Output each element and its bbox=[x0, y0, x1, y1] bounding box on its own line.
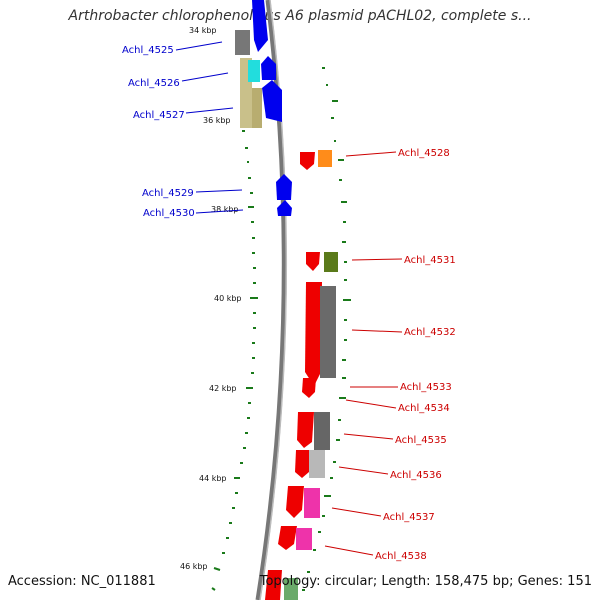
feature-green-next bbox=[284, 578, 298, 600]
reverse-cds-4535 bbox=[297, 412, 314, 448]
feature-pink-4538 bbox=[296, 528, 312, 550]
feature-orange-4528 bbox=[318, 150, 332, 167]
gene-label-achl-4537: Achl_4537 bbox=[383, 512, 435, 523]
forward-cds-4527 bbox=[262, 80, 282, 122]
feature-gray-4535 bbox=[314, 412, 330, 450]
feature-tan-4527 bbox=[252, 88, 262, 128]
gene-label-achl-4527: Achl_4527 bbox=[133, 110, 185, 121]
gene-label-achl-4528: Achl_4528 bbox=[398, 148, 450, 159]
topology-summary: Topology: circular; Length: 158,475 bp; … bbox=[259, 574, 592, 589]
tick-label-38kbp: 38 kbp bbox=[211, 205, 239, 214]
tick-label-42kbp: 42 kbp bbox=[209, 384, 237, 393]
tick-label-46kbp: 46 kbp bbox=[180, 562, 208, 571]
reverse-cds-4536 bbox=[295, 450, 311, 478]
forward-cds-4526 bbox=[261, 56, 276, 80]
right-label-lines bbox=[324, 151, 403, 556]
tick-label-44kbp: 44 kbp bbox=[199, 474, 227, 483]
reverse-cds-next bbox=[265, 570, 282, 600]
reverse-cds-4538 bbox=[278, 526, 297, 550]
feature-gray-4525 bbox=[235, 30, 250, 55]
feature-olive-4531 bbox=[324, 252, 338, 272]
left-label-lines bbox=[175, 41, 244, 214]
gene-label-achl-4532: Achl_4532 bbox=[404, 327, 456, 338]
forward-cds-features bbox=[235, 0, 292, 216]
accession-label: Accession: NC_011881 bbox=[8, 574, 156, 589]
tick-label-36kbp: 36 kbp bbox=[203, 116, 231, 125]
map-title: Arthrobacter chlorophenolicus A6 plasmid… bbox=[68, 8, 532, 24]
gene-label-achl-4529: Achl_4529 bbox=[142, 188, 194, 199]
reverse-cds-features bbox=[265, 150, 338, 600]
gene-label-achl-4533: Achl_4533 bbox=[400, 382, 452, 393]
reverse-cds-4528 bbox=[300, 152, 315, 170]
gene-label-achl-4531: Achl_4531 bbox=[404, 255, 456, 266]
forward-cds-4525 bbox=[252, 0, 268, 52]
reverse-cds-4531 bbox=[306, 252, 320, 271]
gene-label-achl-4536: Achl_4536 bbox=[390, 470, 442, 481]
forward-cds-4530 bbox=[277, 200, 292, 216]
tick-label-40kbp: 40 kbp bbox=[214, 294, 242, 303]
backbone-arc-highlight bbox=[259, 0, 288, 600]
reverse-cds-4533 bbox=[302, 378, 316, 398]
gc-skew-track-inner bbox=[211, 115, 258, 591]
reverse-cds-4532 bbox=[305, 282, 322, 386]
gene-label-achl-4534: Achl_4534 bbox=[398, 403, 450, 414]
backbone-arc bbox=[255, 0, 287, 600]
feature-pink-4537 bbox=[304, 488, 320, 518]
feature-cyan-4526 bbox=[248, 60, 260, 82]
forward-cds-4529 bbox=[276, 174, 292, 200]
gc-skew-track-outer bbox=[302, 67, 351, 591]
gene-label-achl-4530: Achl_4530 bbox=[143, 208, 195, 219]
gene-label-achl-4526: Achl_4526 bbox=[128, 78, 180, 89]
reverse-cds-4537 bbox=[286, 486, 304, 518]
gene-label-achl-4538: Achl_4538 bbox=[375, 551, 427, 562]
feature-lightgray-4536 bbox=[309, 450, 325, 478]
feature-gray-4532 bbox=[320, 286, 336, 378]
tick-label-34kbp: 34 kbp bbox=[189, 26, 217, 35]
gene-label-achl-4535: Achl_4535 bbox=[395, 435, 447, 446]
gene-label-achl-4525: Achl_4525 bbox=[122, 45, 174, 56]
